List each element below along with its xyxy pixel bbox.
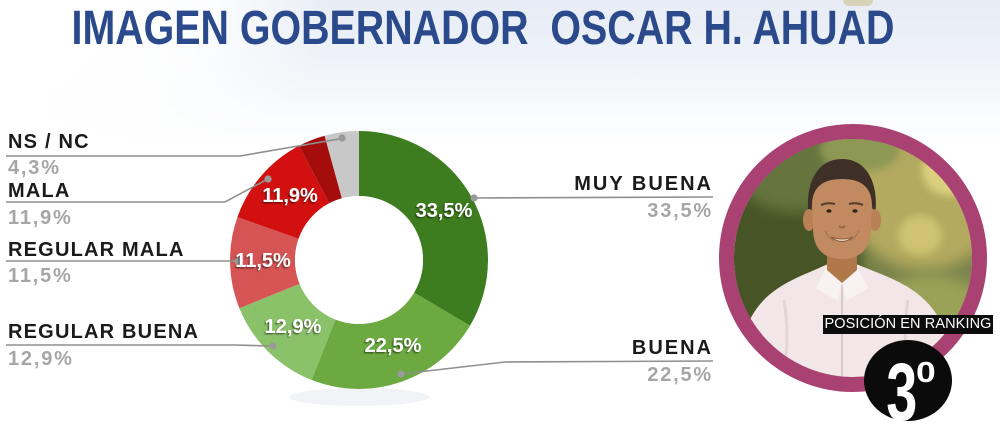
svg-text:11,9%: 11,9% (262, 185, 318, 207)
svg-text:33,5%: 33,5% (416, 200, 473, 222)
svg-text:22,5%: 22,5% (365, 335, 422, 357)
svg-text:11,5%: 11,5% (235, 250, 291, 272)
svg-text:12,9%: 12,9% (265, 316, 322, 338)
